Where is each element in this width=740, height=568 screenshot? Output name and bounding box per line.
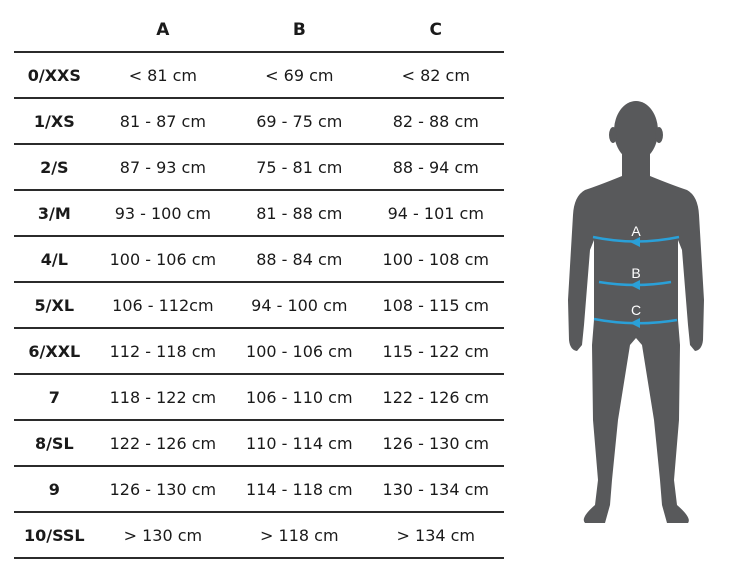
body	[568, 150, 704, 523]
head	[614, 101, 658, 161]
value-b-cell: 106 - 110 cm	[231, 373, 368, 420]
size-cell: 3/M	[14, 189, 95, 236]
value-a-cell: 106 - 112cm	[94, 281, 232, 328]
table-row: 2/S 87 - 93 cm 75 - 81 cm 88 - 94 cm	[14, 143, 504, 190]
size-table: A B C 0/XXS < 81 cm < 69 cm < 82 cm 1/XS 81 -…	[14, 8, 504, 559]
value-a-cell: 112 - 118 cm	[94, 327, 232, 374]
size-cell: 2/S	[14, 143, 95, 190]
value-c-cell: 130 - 134 cm	[367, 465, 504, 512]
value-b-cell: 114 - 118 cm	[231, 465, 368, 512]
value-a-cell: 118 - 122 cm	[94, 373, 232, 420]
arrow-c	[630, 318, 640, 328]
value-c-cell: 94 - 101 cm	[367, 189, 504, 236]
table-row: 9 126 - 130 cm 114 - 118 cm 130 - 134 cm	[14, 465, 504, 512]
value-a-cell: < 81 cm	[94, 51, 232, 98]
value-c-cell: 122 - 126 cm	[367, 373, 504, 420]
size-cell: 4/L	[14, 235, 95, 282]
table-row: 6/XXL 112 - 118 cm 100 - 106 cm 115 - 122 c…	[14, 327, 504, 374]
arrow-a	[630, 237, 640, 247]
value-b-cell: 88 - 84 cm	[231, 235, 368, 282]
value-c-cell: 115 - 122 cm	[367, 327, 504, 374]
value-a-cell: 93 - 100 cm	[94, 189, 232, 236]
size-cell: 0/XXS	[14, 51, 95, 98]
value-c-cell: < 82 cm	[367, 51, 504, 98]
value-c-cell: 100 - 108 cm	[367, 235, 504, 282]
size-cell: 9	[14, 465, 95, 512]
value-c-cell: 82 - 88 cm	[367, 97, 504, 144]
value-a-cell: 126 - 130 cm	[94, 465, 232, 512]
table-row: 10/SSL > 130 cm > 118 cm > 134 cm	[14, 511, 504, 559]
value-b-cell: < 69 cm	[231, 51, 368, 98]
header-row: A B C	[14, 8, 504, 52]
value-b-cell: 110 - 114 cm	[231, 419, 368, 466]
measure-arrows	[630, 237, 640, 328]
table-row: 7 118 - 122 cm 106 - 110 cm 122 - 126 cm	[14, 373, 504, 420]
size-cell: 8/SL	[14, 419, 95, 466]
table-row: 0/XXS < 81 cm < 69 cm < 82 cm	[14, 51, 504, 98]
label-c: C	[631, 302, 641, 318]
header-a: A	[156, 19, 170, 40]
table-row: 3/M 93 - 100 cm 81 - 88 cm 94 - 101 cm	[14, 189, 504, 236]
size-cell: 5/XL	[14, 281, 95, 328]
value-a-cell: > 130 cm	[94, 511, 232, 559]
size-cell: 1/XS	[14, 97, 95, 144]
table-row: 4/L 100 - 106 cm 88 - 84 cm 100 - 108 cm	[14, 235, 504, 282]
left-ear	[609, 127, 617, 143]
size-cell: 10/SSL	[14, 511, 95, 559]
silhouette	[568, 101, 704, 523]
size-cell: 7	[14, 373, 95, 420]
label-a: A	[631, 223, 641, 239]
value-b-cell: 75 - 81 cm	[231, 143, 368, 190]
table-row: 1/XS 81 - 87 cm 69 - 75 cm 82 - 88 cm	[14, 97, 504, 144]
header-b: B	[292, 19, 306, 40]
value-b-cell: 69 - 75 cm	[231, 97, 368, 144]
value-c-cell: 126 - 130 cm	[367, 419, 504, 466]
value-b-cell: 81 - 88 cm	[231, 189, 368, 236]
header-c: C	[429, 19, 442, 40]
right-ear	[655, 127, 663, 143]
arrow-b	[630, 280, 640, 290]
table-row: 8/SL 122 - 126 cm 110 - 114 cm 126 - 130 cm	[14, 419, 504, 466]
value-a-cell: 81 - 87 cm	[94, 97, 232, 144]
value-c-cell: 108 - 115 cm	[367, 281, 504, 328]
table-row: 5/XL 106 - 112cm 94 - 100 cm 108 - 115 cm	[14, 281, 504, 328]
size-cell: 6/XXL	[14, 327, 95, 374]
label-b: B	[631, 265, 640, 281]
value-b-cell: > 118 cm	[231, 511, 368, 559]
value-b-cell: 94 - 100 cm	[231, 281, 368, 328]
value-b-cell: 100 - 106 cm	[231, 327, 368, 374]
value-a-cell: 87 - 93 cm	[94, 143, 232, 190]
value-a-cell: 122 - 126 cm	[94, 419, 232, 466]
value-c-cell: 88 - 94 cm	[367, 143, 504, 190]
value-a-cell: 100 - 106 cm	[94, 235, 232, 282]
value-c-cell: > 134 cm	[367, 511, 504, 559]
